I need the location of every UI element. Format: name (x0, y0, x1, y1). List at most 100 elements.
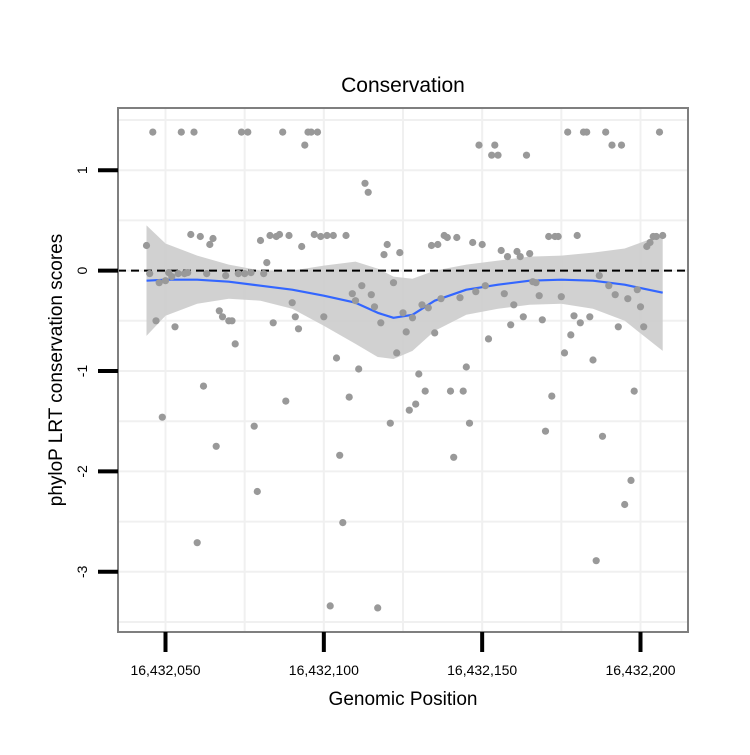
data-point (560, 349, 569, 357)
data-point (266, 231, 274, 240)
data-point (358, 282, 366, 290)
x-tick-label: 16,432,200 (605, 662, 675, 678)
data-point (586, 313, 594, 321)
data-point (532, 279, 540, 287)
data-point (313, 128, 322, 136)
data-point (152, 317, 160, 325)
data-point (146, 270, 154, 278)
data-point (396, 249, 404, 257)
data-point (399, 309, 407, 317)
y-tick-label: -1 (74, 365, 90, 378)
data-point (412, 400, 420, 408)
data-point (488, 151, 496, 159)
y-tick-label: 0 (74, 267, 90, 275)
data-point (364, 188, 372, 196)
data-point (161, 277, 170, 285)
data-point (557, 293, 565, 301)
data-point (269, 319, 277, 327)
data-point (535, 292, 543, 300)
data-point (421, 387, 429, 395)
data-point (491, 141, 499, 149)
data-point (402, 328, 410, 336)
data-point (405, 406, 413, 414)
data-point (355, 365, 363, 373)
data-point (484, 335, 493, 343)
y-axis: -3 -2 -1 0 1 (74, 166, 118, 578)
data-point (339, 519, 347, 527)
data-point (567, 331, 575, 339)
data-point (342, 231, 350, 240)
data-point (282, 397, 290, 405)
data-point (545, 232, 553, 241)
data-point (462, 363, 470, 371)
data-point (633, 286, 641, 294)
data-point (288, 299, 296, 307)
data-point (636, 303, 645, 311)
data-point (595, 272, 603, 280)
data-point (329, 231, 337, 240)
data-point (627, 476, 635, 484)
data-point (377, 319, 385, 327)
data-point (617, 141, 626, 149)
data-point (168, 273, 176, 281)
data-point (279, 128, 287, 136)
data-point (450, 453, 458, 461)
y-tick-label: -3 (74, 565, 90, 578)
smooth-line-layer (146, 278, 663, 319)
data-point (212, 442, 220, 450)
data-point (538, 316, 546, 324)
y-tick-label: 1 (74, 166, 90, 174)
data-point (332, 354, 341, 362)
data-point (510, 301, 518, 309)
data-point (253, 487, 261, 496)
y-tick-label: -2 (74, 465, 90, 478)
x-axis-label: Genomic Position (329, 689, 478, 710)
data-point (386, 419, 394, 427)
data-point (155, 279, 163, 287)
confidence-band (146, 225, 663, 359)
data-point (554, 232, 562, 241)
x-tick-label: 16,432,150 (447, 662, 517, 678)
data-point (206, 240, 214, 249)
data-point (348, 290, 356, 298)
data-point (503, 253, 512, 261)
data-point (184, 269, 192, 277)
data-point (583, 128, 591, 136)
data-point (453, 233, 461, 242)
data-point (602, 128, 610, 136)
data-point (630, 387, 638, 395)
y-axis-label: phyloP LRT conservation scores (46, 234, 67, 507)
data-point (614, 323, 622, 331)
data-point (443, 233, 451, 242)
data-point (500, 290, 508, 298)
data-point (589, 356, 597, 364)
data-point (424, 304, 432, 312)
data-point (624, 295, 632, 303)
data-point (285, 231, 293, 240)
data-point (158, 413, 166, 421)
data-point (570, 312, 578, 320)
data-point (307, 128, 315, 136)
data-point (437, 295, 445, 303)
data-point (317, 232, 325, 241)
data-point (465, 419, 474, 427)
data-point (408, 314, 417, 322)
data-point (301, 141, 309, 149)
data-point (370, 303, 379, 311)
data-point (427, 241, 436, 250)
data-point (263, 259, 271, 267)
data-point (611, 291, 619, 299)
data-point (237, 128, 246, 136)
x-tick-label: 16,432,100 (289, 662, 359, 678)
data-point (367, 291, 375, 299)
data-point (336, 451, 344, 459)
confidence-band-layer (146, 225, 663, 359)
data-point (507, 321, 515, 329)
data-point (389, 279, 398, 287)
data-point (592, 557, 600, 565)
data-point (294, 325, 303, 333)
data-point (177, 128, 185, 136)
smooth-trend-line (146, 278, 663, 319)
data-point (415, 370, 423, 378)
data-point (478, 240, 486, 249)
